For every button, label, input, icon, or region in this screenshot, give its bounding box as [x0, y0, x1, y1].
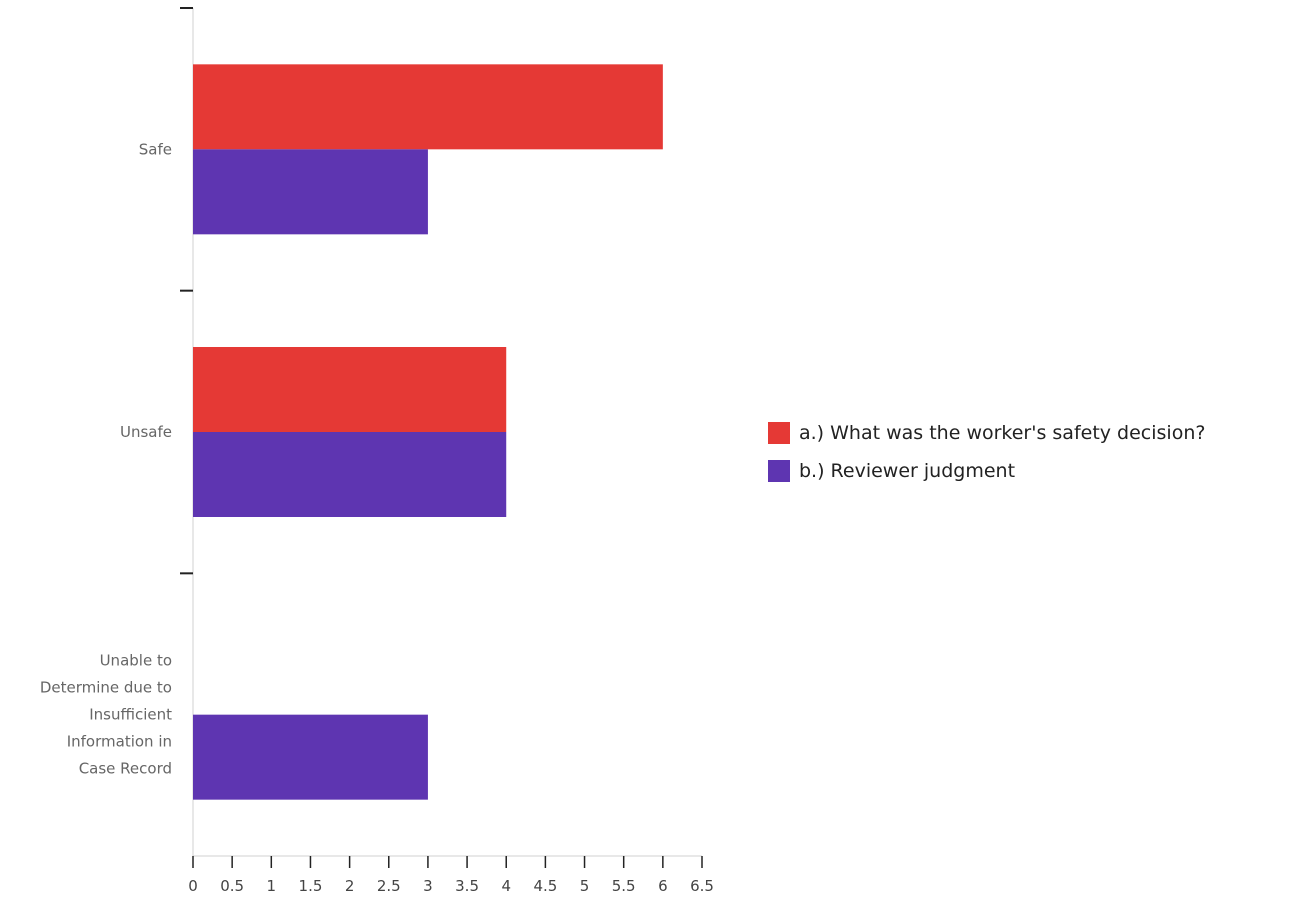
x-tick-label: 0.5	[220, 877, 244, 895]
legend-item-series-a: a.) What was the worker's safety decisio…	[768, 414, 1205, 452]
category-label-line: Information in	[67, 733, 172, 751]
x-tick-label: 6	[658, 877, 668, 895]
legend-swatch-series-a	[768, 422, 790, 444]
chart-labels: 0 0.5 1 1.5 2 2.5 3 3.5 4 4.5 5 5.5 6 6.5 Safe Unsafe Un…	[40, 140, 714, 895]
category-label-line: Safe	[139, 140, 172, 158]
category-label-line: Insufficient	[89, 706, 172, 724]
category-label: Unable to Determine due to Insufficient Inf…	[40, 652, 172, 778]
bar-series-a	[193, 64, 663, 150]
bar-series-b	[193, 432, 507, 517]
category-label: Unsafe	[120, 423, 172, 441]
x-tick-label: 2.5	[377, 877, 401, 895]
category-label-line: Determine due to	[40, 679, 172, 697]
category-label-line: Unsafe	[120, 423, 172, 441]
x-tick-label: 1.5	[299, 877, 323, 895]
x-tick-label: 1	[267, 877, 277, 895]
x-tick-label: 5	[580, 877, 590, 895]
chart-bars	[193, 64, 663, 800]
bar-series-b	[193, 149, 428, 235]
x-tick-label: 4.5	[533, 877, 557, 895]
x-tick-label: 5.5	[612, 877, 636, 895]
x-tick-label: 0	[188, 877, 198, 895]
category-label-line: Case Record	[79, 760, 172, 778]
x-tick-label: 6.5	[690, 877, 714, 895]
category-label: Safe	[139, 140, 172, 158]
x-tick-label: 3	[423, 877, 433, 895]
legend-swatch-series-b	[768, 460, 790, 482]
chart-legend: a.) What was the worker's safety decisio…	[768, 414, 1205, 490]
legend-label-series-a: a.) What was the worker's safety decisio…	[799, 422, 1206, 444]
legend-label-series-b: b.) Reviewer judgment	[799, 460, 1016, 482]
category-label-line: Unable to	[100, 652, 172, 670]
bar-series-b	[193, 714, 428, 800]
legend-item-series-b: b.) Reviewer judgment	[768, 452, 1205, 490]
bar-series-a	[193, 347, 507, 432]
x-tick-label: 2	[345, 877, 355, 895]
x-tick-label: 4	[501, 877, 511, 895]
x-tick-label: 3.5	[455, 877, 479, 895]
